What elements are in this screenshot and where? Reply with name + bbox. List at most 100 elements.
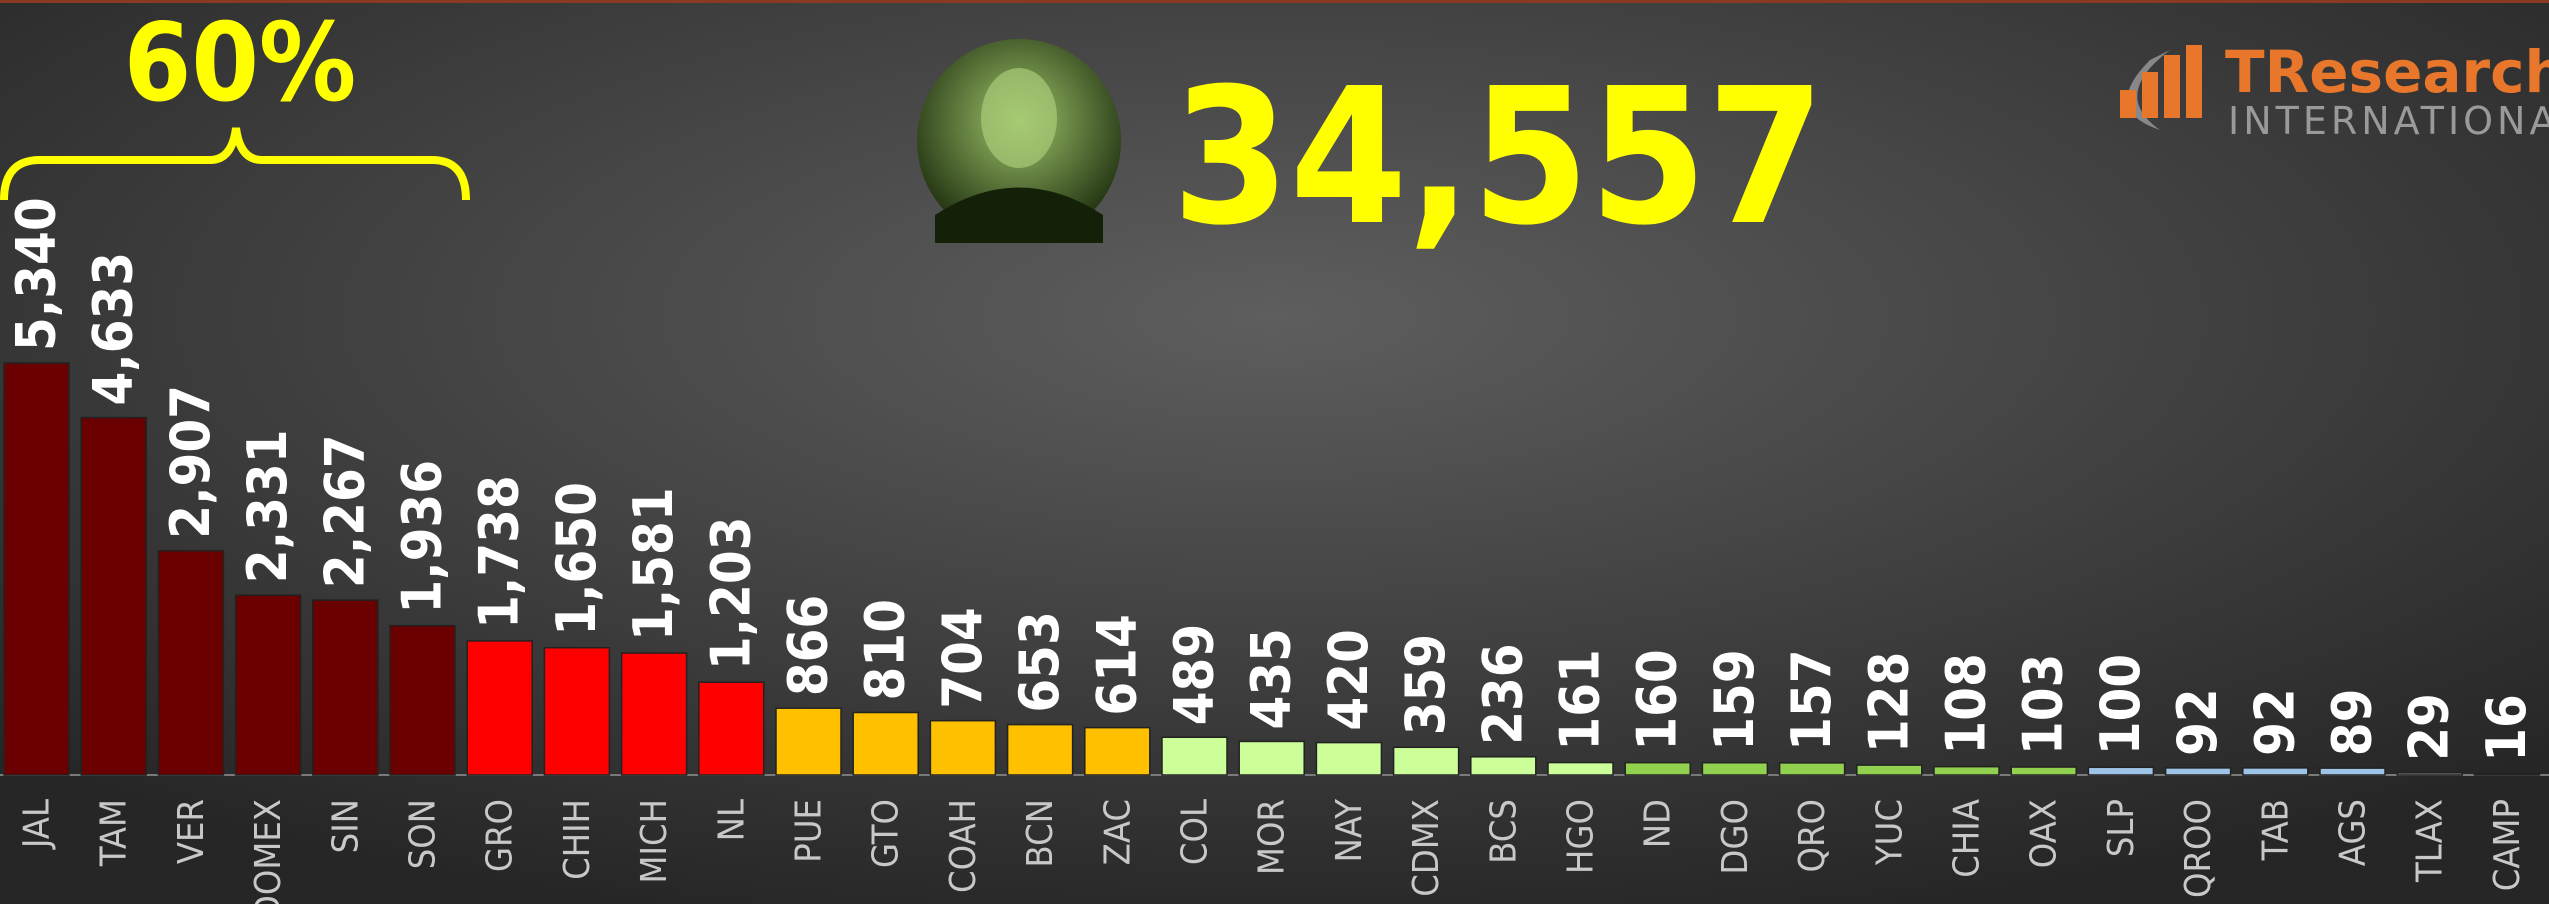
logo (2120, 45, 2202, 130)
category-label: TLAX (2410, 799, 2451, 883)
category-label: CHIA (1947, 799, 1988, 878)
bar (2242, 767, 2309, 776)
bar (1470, 756, 1537, 776)
bar (80, 416, 147, 776)
category-label: QRO (1792, 799, 1833, 872)
category-label: EDOMEX (248, 799, 289, 904)
value-label: 92 (2243, 688, 2306, 756)
category-label: DGO (1715, 799, 1756, 875)
bar (2087, 766, 2155, 776)
category-label: PUE (789, 799, 830, 863)
value-label: 1,738 (468, 475, 531, 629)
category-label: AGS (2333, 799, 2374, 866)
value-label: 704 (931, 607, 994, 708)
bar (234, 594, 302, 776)
category-label: GRO (480, 799, 521, 872)
bar (1547, 761, 1614, 776)
value-label: 2,907 (159, 385, 222, 539)
category-label: GTO (866, 799, 907, 868)
category-label: BCS (1483, 799, 1524, 864)
category-label: NAY (1329, 799, 1370, 863)
value-label: 4,633 (82, 252, 145, 406)
bar (1161, 736, 1228, 776)
value-label: 489 (1163, 624, 1226, 725)
category-label: ND (1638, 799, 1679, 848)
logo-name: TResearch (2225, 38, 2549, 106)
bar (775, 707, 842, 776)
total: 34,557 (1172, 48, 1825, 267)
value-label: 100 (2089, 654, 2152, 755)
bar (929, 719, 997, 776)
annotation: 60% (124, 1, 357, 126)
bar (1778, 762, 1846, 776)
category-label: COL (1175, 799, 1216, 865)
bar (1238, 740, 1305, 776)
category-label: MOR (1252, 799, 1293, 875)
category-label: NL (711, 799, 752, 841)
category-label: CDMX (1406, 799, 1447, 897)
bar (312, 599, 379, 776)
category-label: TAM (94, 799, 135, 867)
bar (389, 624, 456, 776)
bar (852, 711, 919, 776)
value-label: 810 (854, 599, 917, 700)
category-label: TAB (2255, 799, 2296, 861)
bar (698, 681, 765, 776)
category-label: HGO (1561, 799, 1602, 874)
category-label: COAH (943, 799, 984, 893)
value-label: 614 (1085, 614, 1148, 715)
category-label: ZAC (1097, 799, 1138, 865)
value-label: 157 (1780, 649, 1843, 750)
value-label: 159 (1703, 649, 1766, 750)
category-label: SIN (325, 799, 366, 853)
value-label: 16 (2475, 694, 2538, 762)
category-label: QROO (2178, 799, 2219, 898)
bar (1856, 764, 1923, 776)
bar (157, 549, 225, 776)
value-label: 359 (1394, 634, 1457, 735)
bar (466, 640, 533, 776)
bar (2010, 766, 2077, 776)
category-label: OAX (2024, 799, 2065, 868)
category-label: CHIH (557, 799, 598, 880)
category-label: BCN (1020, 799, 1061, 867)
value-label: 420 (1317, 629, 1380, 730)
value-label: 29 (2398, 693, 2461, 761)
bar (3, 362, 70, 776)
bar (2396, 772, 2463, 776)
value-label: 653 (1008, 611, 1071, 712)
value-label: 1,203 (699, 517, 762, 671)
bar (620, 652, 688, 776)
bar (2164, 767, 2232, 776)
value-label: 108 (1935, 653, 1998, 754)
category-label: YUC (1869, 799, 1910, 866)
bar (1006, 723, 1074, 776)
value-label: 2,267 (313, 434, 376, 588)
category-label: SON (403, 799, 444, 869)
bar (2319, 767, 2386, 776)
category-label: MICH (634, 799, 675, 883)
bar (2473, 773, 2541, 776)
bar (1624, 761, 1691, 776)
bar (1933, 765, 2000, 776)
bar (1701, 761, 1769, 776)
value-label: 128 (1857, 652, 1920, 753)
category-label: SLP (2101, 799, 2142, 857)
value-label: 1,650 (545, 482, 608, 636)
value-label: 435 (1240, 628, 1303, 729)
bar (543, 646, 611, 776)
category-label: VER (171, 799, 212, 864)
value-label: 2,331 (236, 429, 299, 583)
photo (917, 39, 1121, 243)
value-label: 103 (2012, 654, 2075, 755)
value-label: 5,340 (5, 197, 68, 351)
bar (1084, 726, 1151, 776)
category-label: JAL (17, 799, 58, 850)
value-label: 89 (2321, 689, 2384, 757)
value-label: 161 (1549, 649, 1612, 750)
value-label: 866 (777, 595, 840, 696)
category-label: CAMP (2487, 799, 2528, 891)
value-label: 92 (2166, 688, 2229, 756)
bar (1392, 746, 1460, 776)
